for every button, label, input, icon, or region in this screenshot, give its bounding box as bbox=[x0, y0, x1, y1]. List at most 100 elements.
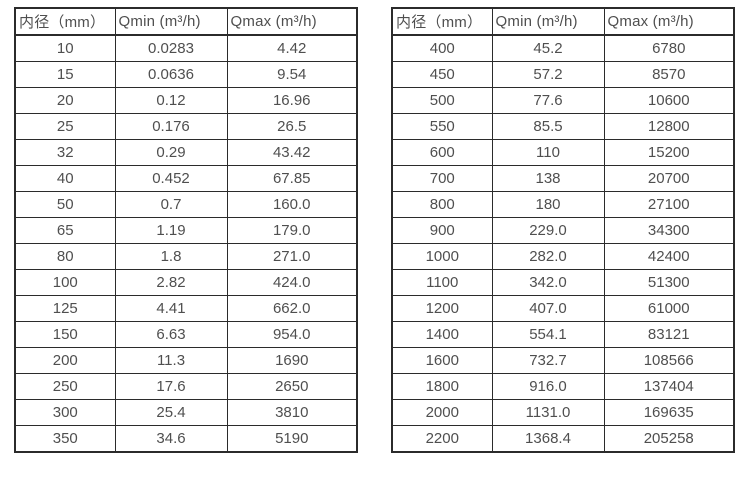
table-cell: 800 bbox=[391, 191, 493, 218]
table-cell: 85.5 bbox=[491, 113, 605, 140]
table-cell: 80 bbox=[14, 243, 116, 270]
col-header-inner-diameter: 内径（mm） bbox=[391, 7, 493, 36]
table-cell: 282.0 bbox=[491, 243, 605, 270]
table-cell: 27100 bbox=[603, 191, 735, 218]
table-cell: 77.6 bbox=[491, 87, 605, 114]
table-cell: 125 bbox=[14, 295, 116, 322]
table-cell: 250 bbox=[14, 373, 116, 400]
table-cell: 110 bbox=[491, 139, 605, 166]
table-cell: 61000 bbox=[603, 295, 735, 322]
table-row: 600 110 15200 bbox=[391, 139, 735, 166]
table-cell: 700 bbox=[391, 165, 493, 192]
table-cell: 0.452 bbox=[114, 165, 228, 192]
table-row: 700 138 20700 bbox=[391, 165, 735, 192]
table-row: 80 1.8 271.0 bbox=[14, 243, 358, 270]
col-header-qmax: Qmax (m³/h) bbox=[603, 7, 735, 36]
page: 内径（mm） Qmin (m³/h) Qmax (m³/h) 10 0.0283 4… bbox=[14, 7, 735, 453]
col-header-qmin: Qmin (m³/h) bbox=[114, 7, 228, 36]
table-cell: 43.42 bbox=[226, 139, 358, 166]
table-row: 2000 1131.0 169635 bbox=[391, 399, 735, 426]
table-cell: 65 bbox=[14, 217, 116, 244]
table-cell: 34300 bbox=[603, 217, 735, 244]
flow-table-small-diameters: 内径（mm） Qmin (m³/h) Qmax (m³/h) 10 0.0283 4… bbox=[14, 7, 358, 453]
table-cell: 50 bbox=[14, 191, 116, 218]
table-cell: 1600 bbox=[391, 347, 493, 374]
table-row: 900 229.0 34300 bbox=[391, 217, 735, 244]
table-cell: 954.0 bbox=[226, 321, 358, 348]
table-cell: 26.5 bbox=[226, 113, 358, 140]
table-cell: 12800 bbox=[603, 113, 735, 140]
table-cell: 1100 bbox=[391, 269, 493, 296]
table-cell: 300 bbox=[14, 399, 116, 426]
table-cell: 25 bbox=[14, 113, 116, 140]
table-cell: 16.96 bbox=[226, 87, 358, 114]
table-cell: 20 bbox=[14, 87, 116, 114]
table-row: 200 11.3 1690 bbox=[14, 347, 358, 374]
table-row: 50 0.7 160.0 bbox=[14, 191, 358, 218]
table-row: 15 0.0636 9.54 bbox=[14, 61, 358, 88]
table-cell: 34.6 bbox=[114, 425, 228, 453]
table-cell: 1200 bbox=[391, 295, 493, 322]
table-cell: 407.0 bbox=[491, 295, 605, 322]
table-cell: 1.19 bbox=[114, 217, 228, 244]
table-row: 1400 554.1 83121 bbox=[391, 321, 735, 348]
table-cell: 350 bbox=[14, 425, 116, 453]
table-row: 32 0.29 43.42 bbox=[14, 139, 358, 166]
table-cell: 2200 bbox=[391, 425, 493, 453]
table-row: 1600 732.7 108566 bbox=[391, 347, 735, 374]
header-row: 内径（mm） Qmin (m³/h) Qmax (m³/h) bbox=[391, 7, 735, 36]
table-cell: 1368.4 bbox=[491, 425, 605, 453]
table-cell: 15 bbox=[14, 61, 116, 88]
table-cell: 138 bbox=[491, 165, 605, 192]
table-cell: 6.63 bbox=[114, 321, 228, 348]
table-cell: 25.4 bbox=[114, 399, 228, 426]
col-header-qmax: Qmax (m³/h) bbox=[226, 7, 358, 36]
table-row: 1200 407.0 61000 bbox=[391, 295, 735, 322]
table-cell: 150 bbox=[14, 321, 116, 348]
table-cell: 10600 bbox=[603, 87, 735, 114]
table-cell: 400 bbox=[391, 34, 493, 62]
table-row: 550 85.5 12800 bbox=[391, 113, 735, 140]
table-row: 1000 282.0 42400 bbox=[391, 243, 735, 270]
table-cell: 169635 bbox=[603, 399, 735, 426]
table-row: 1100 342.0 51300 bbox=[391, 269, 735, 296]
table-cell: 0.29 bbox=[114, 139, 228, 166]
table-body: 10 0.0283 4.42 15 0.0636 9.54 20 0.12 16.96 25 0.1… bbox=[14, 34, 358, 453]
table-row: 20 0.12 16.96 bbox=[14, 87, 358, 114]
table-cell: 1000 bbox=[391, 243, 493, 270]
table-cell: 554.1 bbox=[491, 321, 605, 348]
table-cell: 8570 bbox=[603, 61, 735, 88]
table-cell: 0.0636 bbox=[114, 61, 228, 88]
table-cell: 205258 bbox=[603, 425, 735, 453]
table-cell: 500 bbox=[391, 87, 493, 114]
table-row: 450 57.2 8570 bbox=[391, 61, 735, 88]
table-row: 350 34.6 5190 bbox=[14, 425, 358, 453]
table-cell: 424.0 bbox=[226, 269, 358, 296]
table-row: 500 77.6 10600 bbox=[391, 87, 735, 114]
table-row: 400 45.2 6780 bbox=[391, 34, 735, 62]
table-cell: 137404 bbox=[603, 373, 735, 400]
table-row: 40 0.452 67.85 bbox=[14, 165, 358, 192]
table-cell: 4.42 bbox=[226, 34, 358, 62]
table-row: 800 180 27100 bbox=[391, 191, 735, 218]
table-row: 250 17.6 2650 bbox=[14, 373, 358, 400]
table-cell: 83121 bbox=[603, 321, 735, 348]
table-cell: 17.6 bbox=[114, 373, 228, 400]
col-header-qmin: Qmin (m³/h) bbox=[491, 7, 605, 36]
table-cell: 200 bbox=[14, 347, 116, 374]
table-cell: 0.176 bbox=[114, 113, 228, 140]
table-cell: 916.0 bbox=[491, 373, 605, 400]
table-cell: 450 bbox=[391, 61, 493, 88]
table-row: 65 1.19 179.0 bbox=[14, 217, 358, 244]
table-cell: 100 bbox=[14, 269, 116, 296]
table-cell: 2.82 bbox=[114, 269, 228, 296]
table-cell: 9.54 bbox=[226, 61, 358, 88]
table-cell: 271.0 bbox=[226, 243, 358, 270]
table-cell: 42400 bbox=[603, 243, 735, 270]
table-cell: 108566 bbox=[603, 347, 735, 374]
table-cell: 600 bbox=[391, 139, 493, 166]
table-cell: 1131.0 bbox=[491, 399, 605, 426]
table-cell: 2650 bbox=[226, 373, 358, 400]
col-header-inner-diameter: 内径（mm） bbox=[14, 7, 116, 36]
table-cell: 179.0 bbox=[226, 217, 358, 244]
